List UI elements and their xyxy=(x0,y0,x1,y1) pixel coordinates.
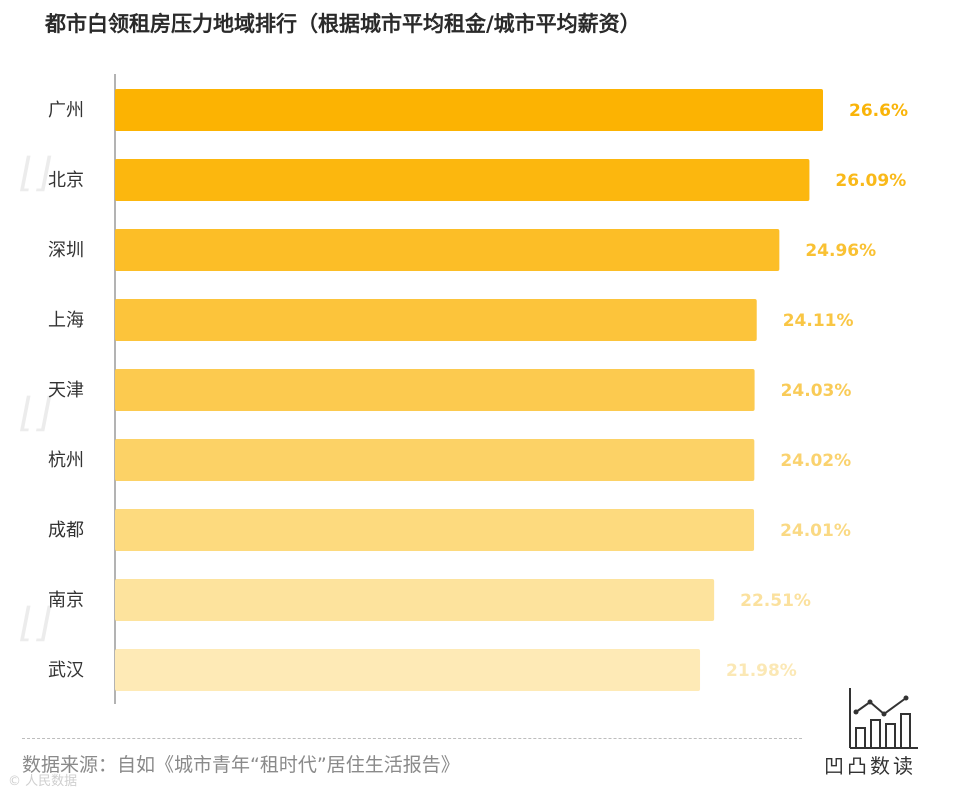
bar-广州 xyxy=(115,89,823,131)
background-watermark-mark: ⌊⌋ xyxy=(20,150,52,196)
value-label: 24.02% xyxy=(780,451,851,471)
category-label: 杭州 xyxy=(48,450,84,471)
category-label: 北京 xyxy=(48,170,84,191)
bar-南京 xyxy=(115,579,715,621)
bar-杭州 xyxy=(115,439,755,481)
category-label: 成都 xyxy=(48,520,84,541)
value-label: 22.51% xyxy=(740,591,811,611)
chart-logo-icon xyxy=(849,688,918,749)
value-label: 24.01% xyxy=(780,521,851,541)
bar-深圳 xyxy=(115,229,780,271)
value-label: 24.96% xyxy=(805,241,876,261)
bar-上海 xyxy=(115,299,757,341)
bar-天津 xyxy=(115,369,755,411)
value-label: 24.03% xyxy=(781,381,852,401)
category-label: 天津 xyxy=(48,380,84,401)
bar-北京 xyxy=(115,159,810,201)
category-label: 南京 xyxy=(48,590,84,611)
copyright-watermark: © 人民数据 xyxy=(8,774,78,789)
footer-divider xyxy=(22,738,802,739)
background-watermark-mark: ⌊⌋ xyxy=(20,390,52,436)
background-watermark-mark: ⌊⌋ xyxy=(20,600,52,646)
value-label: 26.09% xyxy=(835,171,906,191)
category-label: 武汉 xyxy=(48,660,84,681)
bar-成都 xyxy=(115,509,755,551)
chart-title: 都市白领租房压力地域排行（根据城市平均租金/城市平均薪资） xyxy=(45,12,641,36)
bar-武汉 xyxy=(115,649,701,691)
category-label: 上海 xyxy=(48,310,84,331)
value-label: 24.11% xyxy=(783,311,854,331)
value-label: 26.6% xyxy=(849,101,908,121)
logo-text: 凹凸数读 xyxy=(824,754,916,778)
category-label: 广州 xyxy=(48,100,84,121)
data-source: 数据来源：自如《城市青年“租时代”居住生活报告》 xyxy=(22,754,460,776)
category-label: 深圳 xyxy=(48,240,84,261)
value-label: 21.98% xyxy=(726,661,797,681)
